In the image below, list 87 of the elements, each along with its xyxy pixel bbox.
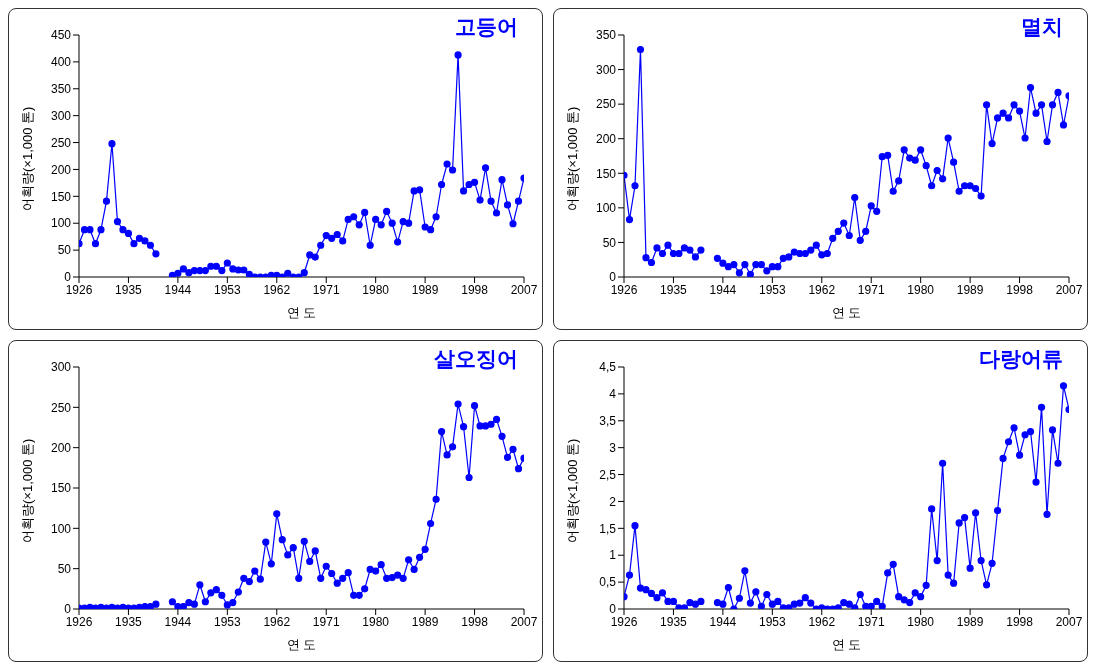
y-tick-label: 3: [609, 440, 617, 455]
x-tick-label: 1935: [660, 282, 688, 297]
x-tick-label: 1962: [263, 282, 291, 297]
x-tick-label: 1980: [362, 282, 390, 297]
x-tick-label: 1962: [263, 614, 291, 629]
y-tick-label: 300: [595, 62, 617, 77]
x-tick-label: 2007: [1055, 614, 1083, 629]
y-tick-label: 400: [50, 55, 72, 70]
x-tick-label: 1962: [808, 614, 836, 629]
x-axis-title: 연 도: [286, 637, 317, 652]
x-tick-label: 1953: [213, 614, 241, 629]
x-tick-label: 1944: [709, 614, 737, 629]
x-tick-label: 1989: [411, 614, 439, 629]
x-tick-label: 1998: [461, 614, 489, 629]
y-tick-label: 150: [595, 166, 617, 181]
y-tick-label: 100: [595, 201, 617, 216]
x-tick-label: 1989: [956, 282, 984, 297]
x-tick-label: 1944: [164, 282, 192, 297]
y-tick-label: 250: [50, 400, 72, 415]
y-tick-label: 50: [602, 235, 617, 250]
x-tick-label: 1935: [660, 614, 688, 629]
y-tick-label: 0: [609, 270, 617, 285]
x-tick-label: 1998: [1006, 614, 1034, 629]
x-tick-label: 1926: [65, 614, 93, 629]
y-axis-title: 어획량(×1,000 톤): [19, 438, 35, 543]
x-tick-label: 1935: [115, 282, 143, 297]
chart-title: 다랑어류: [979, 346, 1063, 373]
x-tick-label: 1935: [115, 614, 143, 629]
x-tick-label: 1980: [907, 614, 935, 629]
chart-title: 고등어: [455, 14, 518, 41]
y-tick-label: 350: [50, 82, 72, 97]
x-tick-label: 1926: [610, 282, 638, 297]
x-tick-label: 1944: [164, 614, 192, 629]
x-tick-label: 2007: [1055, 282, 1083, 297]
y-tick-label: 1,5: [599, 521, 617, 536]
x-tick-label: 1989: [411, 282, 439, 297]
y-tick-label: 150: [50, 481, 72, 496]
y-axis-title: 어획량(×1,000 톤): [564, 438, 580, 543]
y-tick-label: 200: [50, 440, 72, 455]
y-axis-title: 어획량(×1,000 톤): [19, 106, 35, 211]
y-tick-label: 3,5: [599, 414, 617, 429]
y-tick-label: 0: [64, 270, 72, 285]
y-tick-label: 1: [609, 548, 617, 563]
y-tick-label: 150: [50, 189, 72, 204]
y-tick-label: 50: [57, 561, 72, 576]
y-tick-label: 50: [57, 243, 72, 258]
x-tick-label: 1980: [907, 282, 935, 297]
x-tick-label: 1953: [213, 282, 241, 297]
chart-title: 멸치: [1021, 14, 1063, 41]
x-tick-label: 1926: [65, 282, 93, 297]
x-tick-label: 1971: [857, 614, 885, 629]
y-tick-label: 450: [50, 28, 72, 43]
x-tick-label: 1971: [312, 282, 340, 297]
x-tick-label: 1953: [758, 614, 786, 629]
y-tick-label: 100: [50, 521, 72, 536]
y-tick-label: 0: [609, 602, 617, 617]
x-tick-label: 1944: [709, 282, 737, 297]
y-axis-title: 어획량(×1,000 톤): [564, 106, 580, 211]
y-tick-label: 200: [50, 162, 72, 177]
x-tick-label: 1989: [956, 614, 984, 629]
y-tick-label: 250: [595, 97, 617, 112]
x-tick-label: 1953: [758, 282, 786, 297]
x-tick-label: 2007: [510, 614, 538, 629]
y-tick-label: 0,5: [599, 575, 617, 590]
y-tick-label: 100: [50, 216, 72, 231]
x-tick-label: 1980: [362, 614, 390, 629]
x-tick-label: 2007: [510, 282, 538, 297]
y-tick-label: 0: [64, 602, 72, 617]
y-tick-label: 4: [609, 387, 617, 402]
x-tick-label: 1962: [808, 282, 836, 297]
y-tick-label: 2,5: [599, 467, 617, 482]
y-tick-label: 2: [609, 494, 617, 509]
y-tick-label: 4,5: [599, 360, 617, 375]
x-axis-title: 연 도: [831, 305, 862, 320]
chart-title: 살오징어: [434, 346, 518, 373]
y-tick-label: 350: [595, 28, 617, 43]
x-tick-label: 1926: [610, 614, 638, 629]
y-tick-label: 300: [50, 360, 72, 375]
y-tick-label: 300: [50, 108, 72, 123]
x-tick-label: 1971: [857, 282, 885, 297]
y-tick-label: 250: [50, 135, 72, 150]
x-tick-label: 1998: [461, 282, 489, 297]
x-tick-label: 1998: [1006, 282, 1034, 297]
x-axis-title: 연 도: [831, 637, 862, 652]
x-tick-label: 1971: [312, 614, 340, 629]
x-axis-title: 연 도: [286, 305, 317, 320]
y-tick-label: 200: [595, 131, 617, 146]
